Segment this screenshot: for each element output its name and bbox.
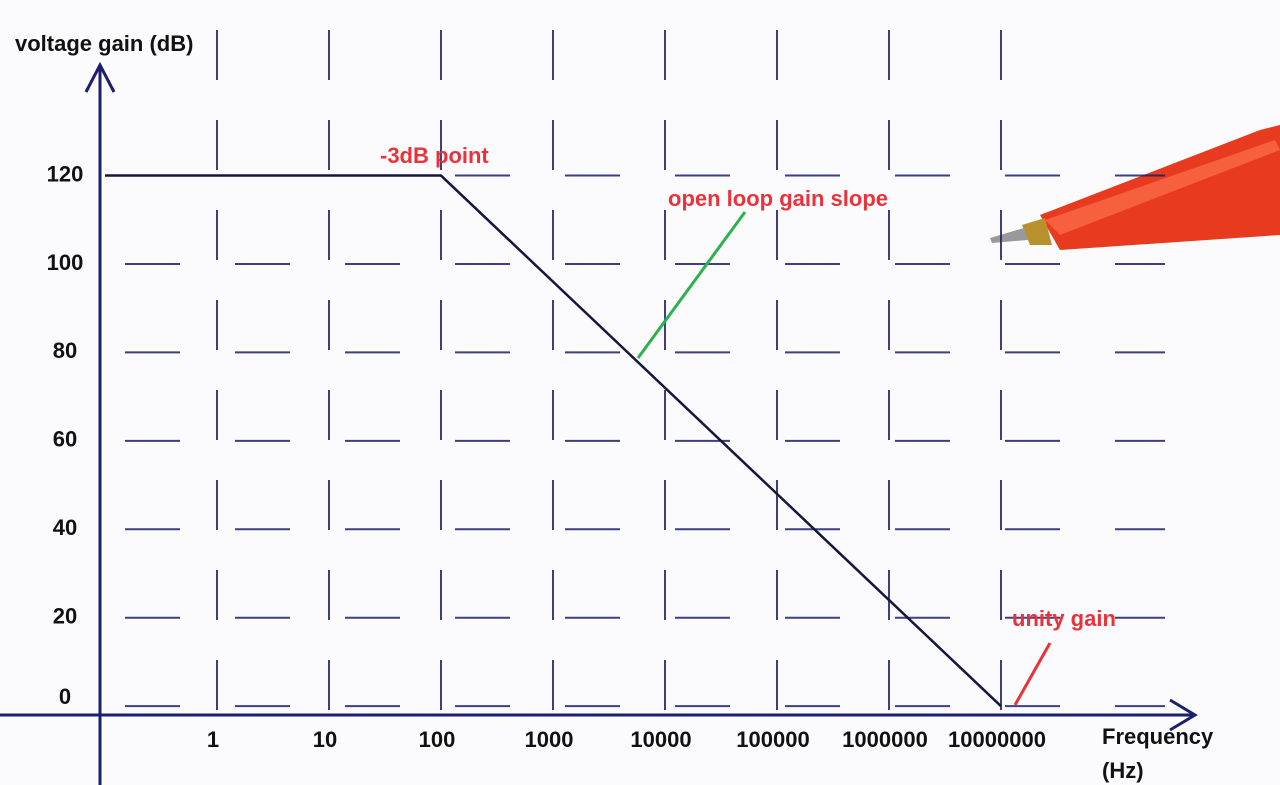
- x-tick-label: 1: [207, 727, 219, 752]
- line: [105, 174, 1002, 708]
- y-tick-label: 40: [53, 515, 77, 540]
- annotation: unity gain: [1012, 606, 1116, 631]
- y-tick-label: 0: [59, 684, 71, 709]
- x-tick-label: 100: [419, 727, 456, 752]
- y-tick-label: 120: [47, 161, 84, 186]
- y-tick-label: 80: [53, 338, 77, 363]
- y-axis-label: voltage gain (dB): [15, 31, 193, 56]
- y-tick-label: 100: [47, 250, 84, 275]
- x-axis-label: Frequency (Hz): [1102, 724, 1214, 783]
- x-tick-label: 1000: [525, 727, 574, 752]
- pen-highlight: [1045, 140, 1280, 235]
- annotation: -3dB point: [380, 143, 489, 168]
- pen-point: [990, 228, 1028, 243]
- y-tick-label: 20: [53, 604, 77, 629]
- pen-tip: [1022, 218, 1052, 245]
- x-axis-arrow: [1169, 698, 1198, 732]
- x-tick-label: 10000: [630, 727, 691, 752]
- pen: [990, 125, 1280, 250]
- x-tick-label: 10: [313, 727, 337, 752]
- x-tick-label: 100000: [736, 727, 809, 752]
- y-tick-label: 60: [53, 427, 77, 452]
- y-axis-arrow: [84, 61, 116, 93]
- annotation-pointer: [636, 211, 747, 359]
- x-tick-label: 10000000: [948, 727, 1046, 752]
- annotation-pointer: [1013, 642, 1052, 706]
- annotation: open loop gain slope: [668, 186, 888, 211]
- x-tick-label: 1000000: [842, 727, 928, 752]
